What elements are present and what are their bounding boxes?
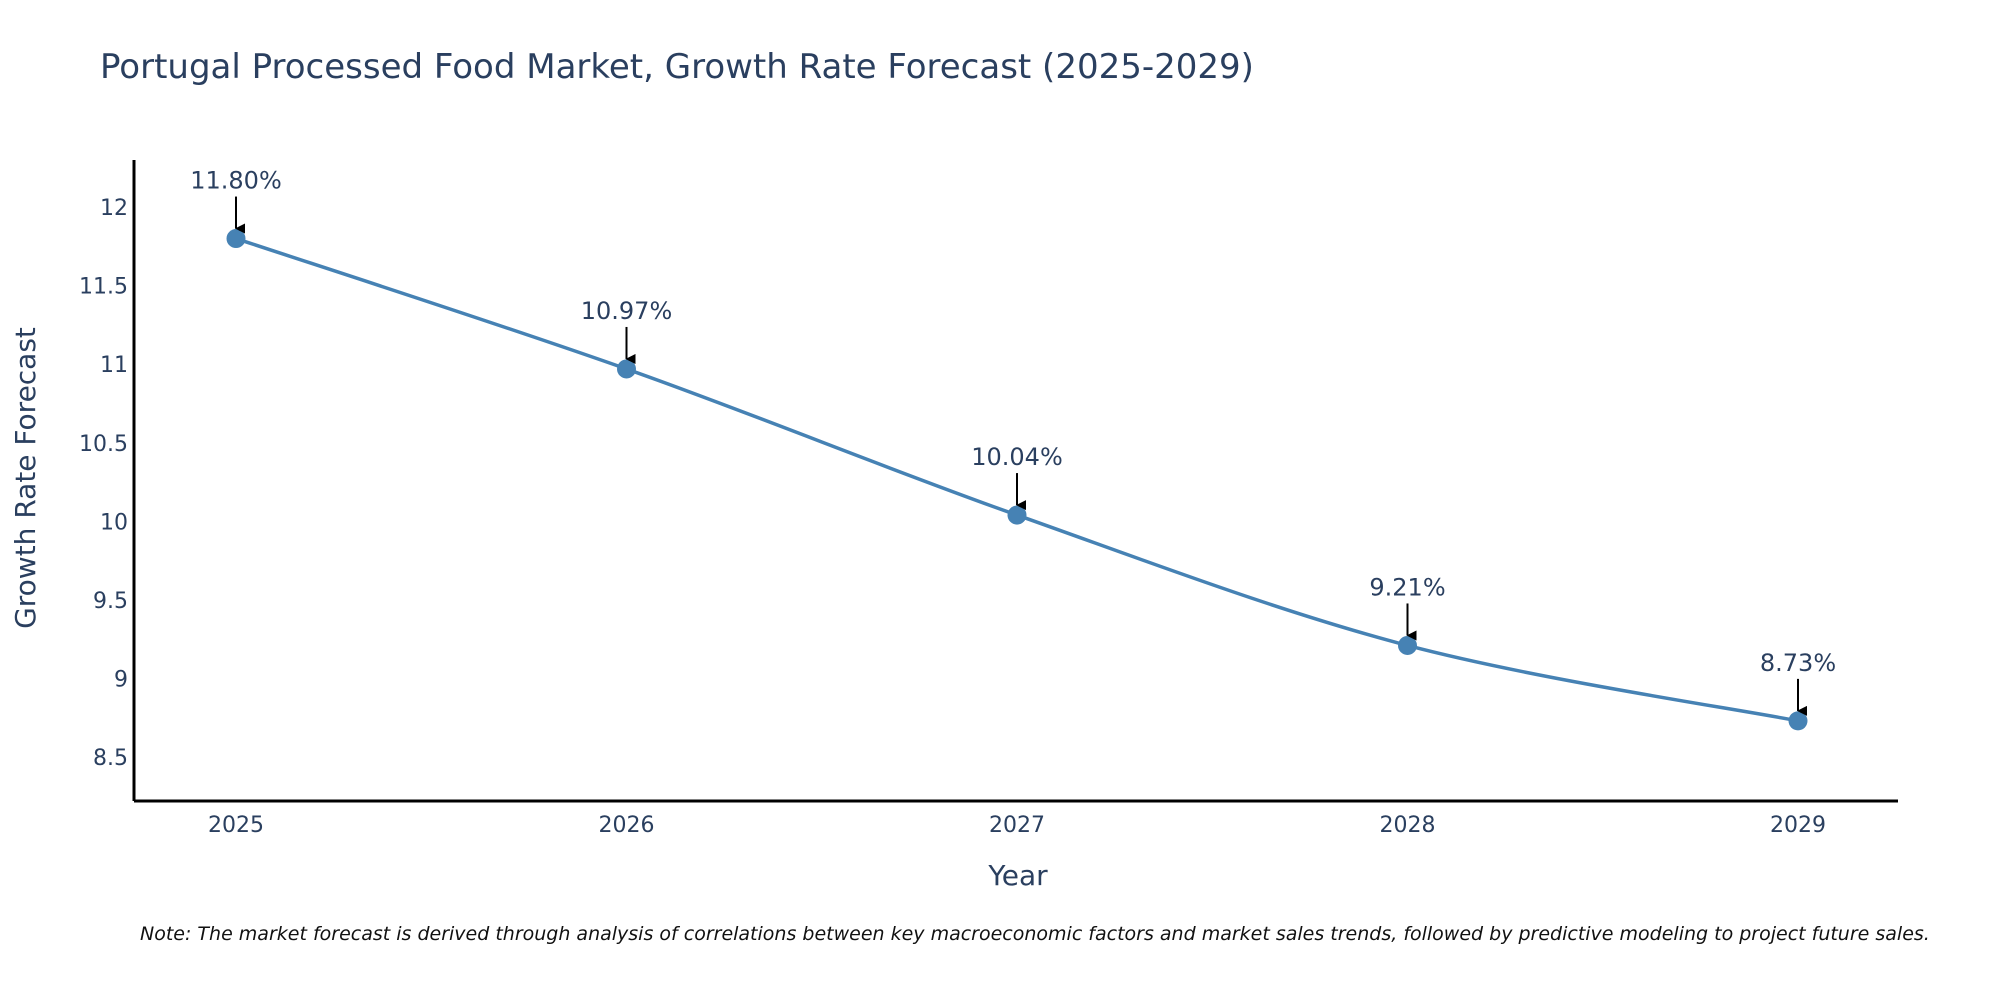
y-tick-label: 9 (114, 667, 128, 692)
y-tick-label: 10 (100, 510, 128, 535)
x-tick-label: 2029 (1770, 813, 1826, 838)
y-tick-label: 11 (100, 353, 128, 378)
data-label: 10.97% (581, 297, 673, 325)
data-points (226, 229, 1808, 731)
data-label: 9.21% (1369, 573, 1445, 601)
chart-note: Note: The market forecast is derived thr… (140, 923, 1930, 945)
x-tick-label: 2026 (599, 813, 655, 838)
x-tick-label: 2025 (208, 813, 264, 838)
y-axis-title: Growth Rate Forecast (9, 327, 42, 629)
y-tick-label: 10.5 (79, 432, 128, 457)
y-tick-label: 12 (100, 196, 128, 221)
chart-title: Portugal Processed Food Market, Growth R… (100, 47, 1254, 87)
axes (132, 160, 1898, 803)
data-point-marker (226, 229, 246, 249)
x-axis-ticks: 2025 2026 2027 2028 2029 (208, 813, 1826, 838)
y-tick-label: 9.5 (93, 589, 128, 614)
y-axis-ticks: 8.5 9 9.5 10 10.5 11 11.5 12 (79, 196, 128, 771)
x-tick-label: 2028 (1380, 813, 1436, 838)
data-point-marker (1398, 635, 1417, 655)
data-point-marker (1007, 505, 1027, 525)
data-annotations: 11.80% 10.97% 10.04% 9.21% 8.73% (190, 167, 1836, 716)
x-axis-title: Year (987, 859, 1048, 892)
data-point-marker (1788, 711, 1808, 731)
data-label: 11.80% (190, 167, 282, 195)
x-tick-label: 2027 (989, 813, 1045, 838)
data-label: 10.04% (971, 443, 1063, 471)
y-tick-label: 11.5 (79, 275, 128, 300)
data-label: 8.73% (1760, 649, 1836, 677)
y-tick-label: 8.5 (93, 746, 128, 771)
data-point-marker (617, 359, 636, 379)
